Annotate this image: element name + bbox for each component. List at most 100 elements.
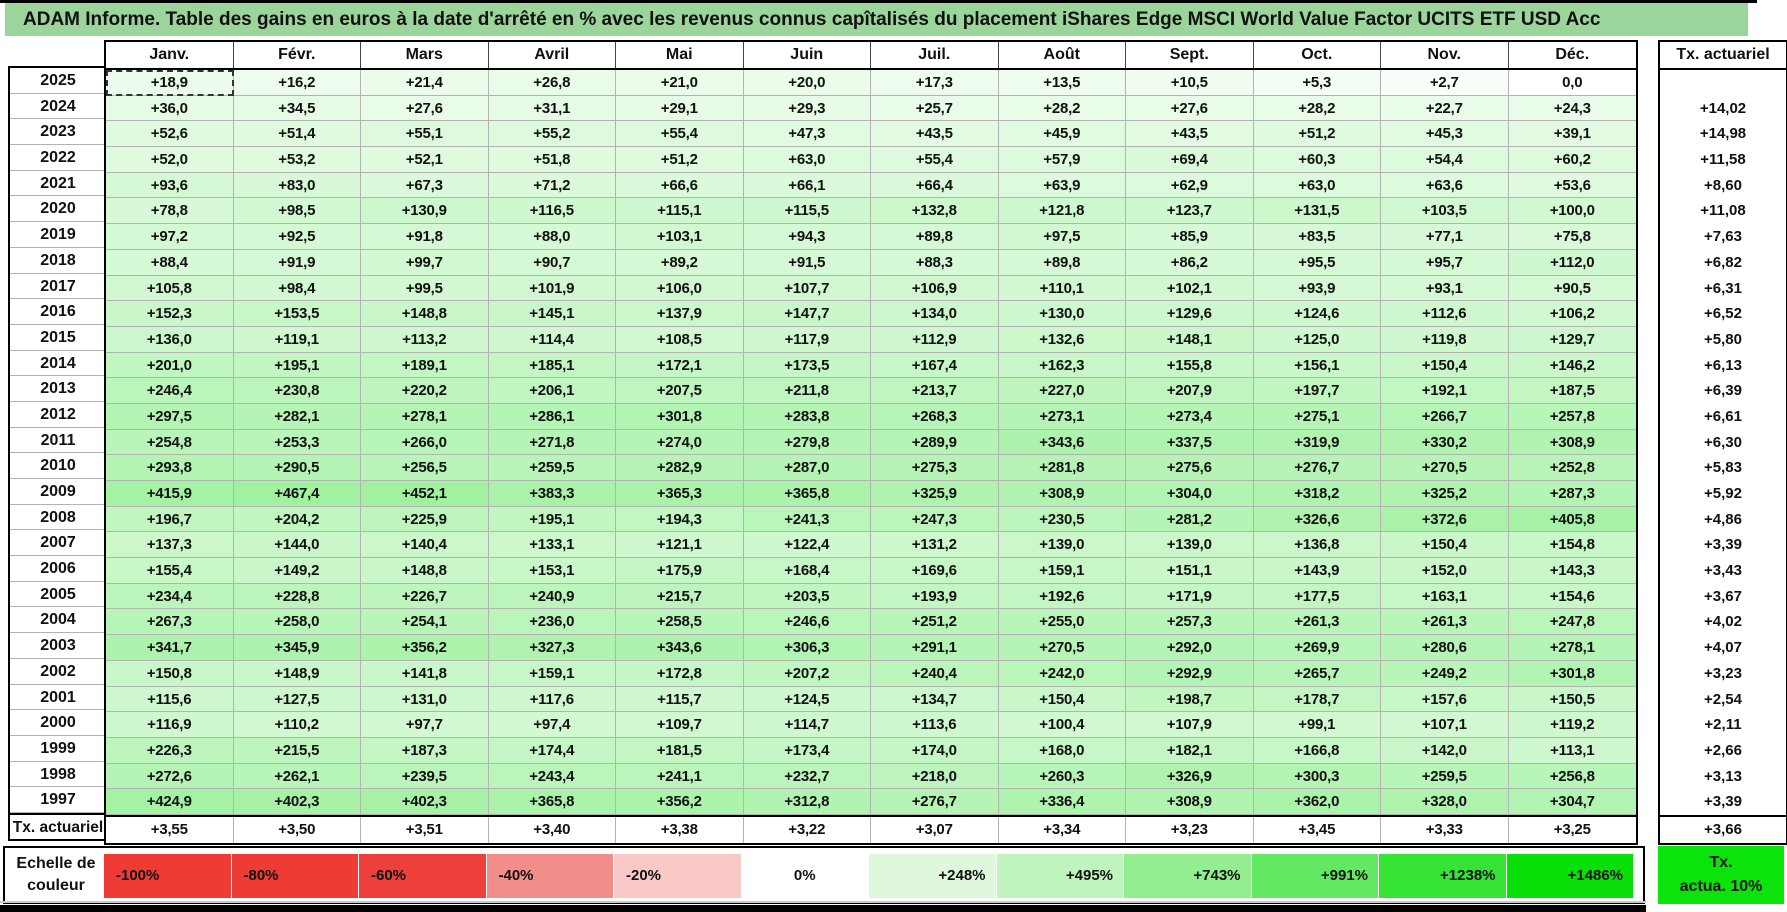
gain-cell-2022-m4[interactable]: +51,8 <box>488 147 616 173</box>
gain-cell-2025-m1[interactable]: +18,9 <box>106 70 234 96</box>
gain-cell-2015-m8[interactable]: +132,6 <box>998 326 1126 353</box>
gain-cell-2018-m2[interactable]: +91,9 <box>233 249 361 276</box>
gain-cell-2001-m11[interactable]: +157,6 <box>1381 686 1509 713</box>
yearly-actuarial-rate-2017[interactable]: +6,31 <box>1704 279 1742 297</box>
year-label-2004[interactable]: 2004 <box>10 607 106 634</box>
gain-cell-2012-m12[interactable]: +257,8 <box>1508 403 1636 430</box>
gain-cell-2014-m6[interactable]: +173,5 <box>743 352 871 379</box>
yearly-actuarial-rate-2014[interactable]: +6,13 <box>1704 356 1742 374</box>
gain-cell-2010-m5[interactable]: +282,9 <box>616 455 744 481</box>
yearly-actuarial-rate-2019[interactable]: +7,63 <box>1704 228 1742 246</box>
gain-cell-2023-m1[interactable]: +52,6 <box>106 121 234 148</box>
yearly-actuarial-rate-2020[interactable]: +11,08 <box>1700 202 1746 220</box>
gain-cell-2003-m10[interactable]: +269,9 <box>1253 635 1381 661</box>
gain-cell-2002-m3[interactable]: +141,8 <box>361 660 489 687</box>
gain-cell-2021-m1[interactable]: +93,6 <box>106 172 234 199</box>
scale-swatch-+743pct[interactable]: +743% <box>1124 854 1252 898</box>
gain-cell-2017-m11[interactable]: +93,1 <box>1381 275 1509 302</box>
gain-cell-2023-m6[interactable]: +47,3 <box>743 121 871 148</box>
gain-cell-2007-m10[interactable]: +136,8 <box>1253 532 1381 559</box>
gain-cell-2009-m8[interactable]: +308,9 <box>998 481 1126 507</box>
gain-cell-2012-m8[interactable]: +273,1 <box>998 403 1126 430</box>
gain-cell-2001-m6[interactable]: +124,5 <box>743 686 871 713</box>
gain-cell-2007-m6[interactable]: +122,4 <box>743 532 871 559</box>
gain-cell-2001-m10[interactable]: +178,7 <box>1253 686 1381 713</box>
gain-cell-2017-m10[interactable]: +93,9 <box>1253 275 1381 302</box>
gain-cell-2003-m3[interactable]: +356,2 <box>361 635 489 661</box>
gain-cell-2010-m7[interactable]: +275,3 <box>871 455 999 481</box>
gain-cell-2025-m12[interactable]: 0,0 <box>1508 70 1636 96</box>
gain-cell-2022-m9[interactable]: +69,4 <box>1126 147 1254 173</box>
yearly-actuarial-rate-2001[interactable]: +2,54 <box>1704 690 1742 708</box>
gain-cell-2015-m9[interactable]: +148,1 <box>1126 326 1254 353</box>
gain-cell-2018-m10[interactable]: +95,5 <box>1253 249 1381 276</box>
gain-cell-2004-m11[interactable]: +261,3 <box>1381 609 1509 636</box>
scale-swatch--40pct[interactable]: -40% <box>486 854 614 898</box>
gain-cell-2009-m4[interactable]: +383,3 <box>488 481 616 507</box>
gain-cell-2005-m5[interactable]: +215,7 <box>616 583 744 610</box>
actuarial-rate-cell-m5[interactable]: +3,38 <box>616 816 744 843</box>
gain-cell-1999-m4[interactable]: +174,4 <box>488 737 616 764</box>
gain-cell-2012-m4[interactable]: +286,1 <box>488 403 616 430</box>
actuarial-rate-cell-m9[interactable]: +3,23 <box>1126 816 1254 843</box>
yearly-actuarial-rate-2013[interactable]: +6,39 <box>1704 382 1742 400</box>
gain-cell-2019-m10[interactable]: +83,5 <box>1253 224 1381 250</box>
gain-cell-2002-m5[interactable]: +172,8 <box>616 660 744 687</box>
gain-cell-2017-m4[interactable]: +101,9 <box>488 275 616 302</box>
gain-cell-2016-m9[interactable]: +129,6 <box>1126 301 1254 327</box>
gain-cell-2024-m1[interactable]: +36,0 <box>106 95 234 122</box>
gain-cell-2000-m8[interactable]: +100,4 <box>998 712 1126 738</box>
gain-cell-2004-m3[interactable]: +254,1 <box>361 609 489 636</box>
yearly-actuarial-rate-2012[interactable]: +6,61 <box>1704 407 1742 425</box>
gain-cell-2004-m7[interactable]: +251,2 <box>871 609 999 636</box>
gain-cell-2010-m1[interactable]: +293,8 <box>106 455 234 481</box>
gain-cell-2022-m3[interactable]: +52,1 <box>361 147 489 173</box>
gain-cell-1998-m4[interactable]: +243,4 <box>488 763 616 790</box>
gain-cell-2017-m5[interactable]: +106,0 <box>616 275 744 302</box>
gain-cell-2008-m8[interactable]: +230,5 <box>998 506 1126 533</box>
yearly-actuarial-rate-2008[interactable]: +4,86 <box>1704 510 1742 528</box>
gain-cell-2012-m6[interactable]: +283,8 <box>743 403 871 430</box>
gain-cell-2023-m7[interactable]: +43,5 <box>871 121 999 148</box>
scale-swatch--100pct[interactable]: -100% <box>104 854 232 898</box>
month-header-août[interactable]: Août <box>998 42 1126 68</box>
gain-cell-2020-m4[interactable]: +116,5 <box>488 198 616 225</box>
gain-cell-2006-m8[interactable]: +159,1 <box>998 558 1126 584</box>
gain-cell-2011-m1[interactable]: +254,8 <box>106 429 234 456</box>
gain-cell-2000-m2[interactable]: +110,2 <box>233 712 361 738</box>
gain-cell-1999-m11[interactable]: +142,0 <box>1381 737 1509 764</box>
gain-cell-2017-m8[interactable]: +110,1 <box>998 275 1126 302</box>
gain-cell-2009-m6[interactable]: +365,8 <box>743 481 871 507</box>
year-label-2008[interactable]: 2008 <box>10 505 106 531</box>
gain-cell-2017-m6[interactable]: +107,7 <box>743 275 871 302</box>
actuarial-rate-cell-m1[interactable]: +3,55 <box>106 816 234 843</box>
gain-cell-2008-m3[interactable]: +225,9 <box>361 506 489 533</box>
gain-cell-2006-m1[interactable]: +155,4 <box>106 558 234 584</box>
gain-cell-2008-m6[interactable]: +241,3 <box>743 506 871 533</box>
gain-cell-2017-m1[interactable]: +105,8 <box>106 275 234 302</box>
gain-cell-2009-m3[interactable]: +452,1 <box>361 481 489 507</box>
gain-cell-1998-m1[interactable]: +272,6 <box>106 763 234 790</box>
gain-cell-2008-m1[interactable]: +196,7 <box>106 506 234 533</box>
gain-cell-2010-m3[interactable]: +256,5 <box>361 455 489 481</box>
gain-cell-2009-m2[interactable]: +467,4 <box>233 481 361 507</box>
year-label-2025[interactable]: 2025 <box>10 68 106 94</box>
gain-cell-2021-m11[interactable]: +63,6 <box>1381 172 1509 199</box>
gain-cell-1998-m10[interactable]: +300,3 <box>1253 763 1381 790</box>
gain-cell-1997-m10[interactable]: +362,0 <box>1253 789 1381 815</box>
gain-cell-2018-m7[interactable]: +88,3 <box>871 249 999 276</box>
gain-cell-2022-m2[interactable]: +53,2 <box>233 147 361 173</box>
gain-cell-2016-m8[interactable]: +130,0 <box>998 301 1126 327</box>
gain-cell-2014-m4[interactable]: +185,1 <box>488 352 616 379</box>
yearly-actuarial-rate-1998[interactable]: +3,13 <box>1704 767 1742 785</box>
actuarial-rate-cell-m12[interactable]: +3,25 <box>1508 816 1636 843</box>
gain-cell-1997-m1[interactable]: +424,9 <box>106 789 234 815</box>
gain-cell-2005-m10[interactable]: +177,5 <box>1253 583 1381 610</box>
gain-cell-1997-m5[interactable]: +356,2 <box>616 789 744 815</box>
yearly-actuarial-rate-2006[interactable]: +3,43 <box>1704 562 1742 580</box>
gain-cell-2007-m11[interactable]: +150,4 <box>1381 532 1509 559</box>
gain-cell-2024-m2[interactable]: +34,5 <box>233 95 361 122</box>
gain-cell-2021-m9[interactable]: +62,9 <box>1126 172 1254 199</box>
gain-cell-2003-m1[interactable]: +341,7 <box>106 635 234 661</box>
gain-cell-2009-m12[interactable]: +287,3 <box>1508 481 1636 507</box>
